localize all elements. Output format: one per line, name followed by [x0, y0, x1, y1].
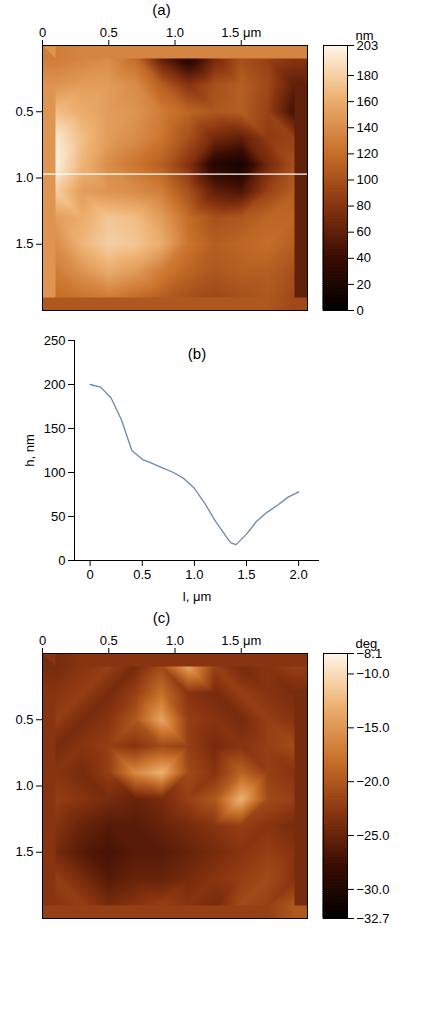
svg-text:200: 200 [44, 377, 66, 392]
svg-text:140: 140 [357, 120, 379, 135]
svg-text:0.5: 0.5 [100, 25, 118, 40]
svg-text:deg: deg [356, 636, 378, 651]
svg-text:100: 100 [357, 172, 379, 187]
svg-text:1.0: 1.0 [15, 778, 33, 793]
svg-text:1.0: 1.0 [166, 25, 184, 40]
svg-text:250: 250 [44, 333, 66, 348]
svg-text:150: 150 [44, 421, 66, 436]
svg-text:40: 40 [357, 250, 371, 265]
svg-text:−30.0: −30.0 [357, 882, 390, 897]
html-text:(a): (a) [152, 1, 171, 18]
svg-text:−15.0: −15.0 [357, 720, 390, 735]
svg-text:60: 60 [357, 224, 371, 239]
svg-text:203: 203 [356, 37, 379, 53]
svg-text:0.5: 0.5 [133, 567, 151, 582]
svg-text:1.5: 1.5 [15, 844, 33, 859]
svg-text:120: 120 [357, 146, 379, 161]
svg-text:0.5: 0.5 [100, 633, 118, 648]
svg-text:1.0: 1.0 [15, 170, 33, 185]
svg-text:2.0: 2.0 [290, 567, 308, 582]
svg-text:0: 0 [39, 25, 46, 40]
svg-text:180: 180 [357, 68, 379, 83]
svg-text:−20.0: −20.0 [357, 774, 390, 789]
svg-text:(b): (b) [188, 345, 206, 362]
svg-text:0: 0 [357, 303, 364, 318]
svg-text:nm: nm [356, 28, 374, 43]
svg-text:0.5: 0.5 [15, 104, 33, 119]
html-text:(c): (c) [152, 609, 171, 626]
svg-text:h, nm: h, nm [22, 434, 37, 467]
svg-text:0: 0 [58, 553, 65, 568]
svg-text:20: 20 [357, 277, 371, 292]
svg-text:−10.0: −10.0 [357, 666, 390, 681]
svg-text:0: 0 [39, 633, 46, 648]
svg-text:−25.0: −25.0 [357, 828, 390, 843]
svg-text:0: 0 [87, 567, 94, 582]
svg-text:l, μm: l, μm [183, 589, 211, 604]
svg-text:50: 50 [51, 509, 65, 524]
svg-text:1.0: 1.0 [166, 633, 184, 648]
svg-text:160: 160 [357, 94, 379, 109]
svg-text:1.0: 1.0 [185, 567, 203, 582]
svg-text:1.5: 1.5 [237, 567, 255, 582]
svg-text:0.5: 0.5 [15, 712, 33, 727]
svg-text:80: 80 [357, 198, 371, 213]
svg-text:1.5 μm: 1.5 μm [221, 25, 261, 40]
svg-text:−32.7: −32.7 [357, 911, 390, 926]
svg-text:−8.1: −8.1 [356, 645, 383, 661]
svg-text:1.5: 1.5 [15, 236, 33, 251]
svg-text:1.5 μm: 1.5 μm [221, 633, 261, 648]
svg-text:100: 100 [44, 465, 66, 480]
